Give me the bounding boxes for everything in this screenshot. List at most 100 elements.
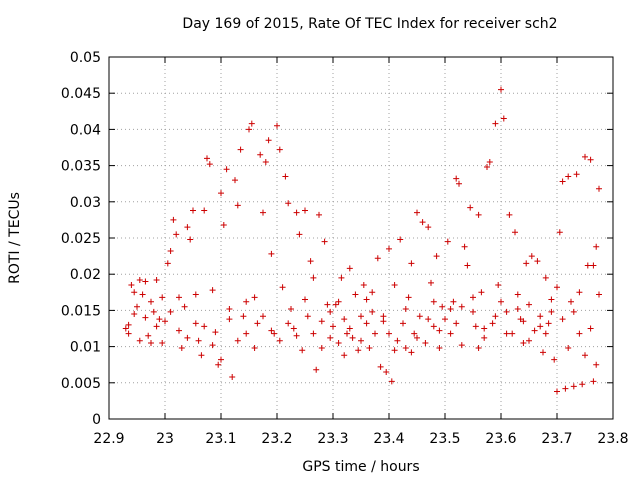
data-point-marker: [318, 318, 325, 325]
y-tick-label: 0.02: [70, 267, 101, 283]
data-point-marker: [268, 250, 275, 257]
data-point-marker: [145, 332, 152, 339]
data-point-marker: [131, 289, 138, 296]
data-point-marker: [467, 204, 474, 211]
data-point-marker: [548, 296, 555, 303]
data-point-marker: [355, 347, 362, 354]
data-point-marker: [136, 337, 143, 344]
data-point-marker: [352, 291, 359, 298]
data-point-marker: [442, 316, 448, 323]
data-point-marker: [582, 153, 588, 160]
y-tick-label: 0: [92, 412, 101, 428]
data-point-marker: [153, 323, 160, 330]
data-point-marker: [556, 229, 563, 236]
data-point-marker: [534, 258, 541, 265]
data-point-marker: [181, 303, 188, 310]
chart-title: Day 169 of 2015, Rate Of TEC Index for r…: [182, 16, 557, 32]
data-point-marker: [296, 231, 303, 238]
data-point-marker: [142, 314, 149, 321]
data-point-marker: [405, 294, 412, 301]
data-point-marker: [478, 289, 485, 296]
data-point-marker: [408, 260, 415, 267]
data-point-marker: [400, 320, 406, 327]
data-point-marker: [475, 345, 482, 352]
data-point-marker: [148, 298, 154, 305]
data-point-marker: [159, 294, 166, 301]
data-point-marker: [582, 352, 588, 359]
data-point-marker: [369, 289, 376, 296]
data-point-marker: [498, 298, 504, 305]
data-point-marker: [187, 236, 194, 243]
data-point-marker: [447, 305, 454, 312]
data-point-marker: [164, 260, 171, 267]
data-point-marker: [170, 216, 177, 223]
data-point-marker: [419, 219, 426, 226]
data-point-marker: [226, 316, 233, 323]
x-tick-label: 23.7: [541, 431, 572, 447]
data-point-marker: [136, 276, 143, 283]
data-point-marker: [584, 262, 591, 269]
data-point-marker: [212, 329, 219, 336]
data-point-marker: [430, 323, 437, 330]
data-point-marker: [201, 323, 208, 330]
data-point-marker: [436, 345, 443, 352]
data-point-marker: [332, 301, 339, 308]
data-point-marker: [178, 345, 185, 352]
data-point-marker: [232, 177, 238, 184]
grid-lines: [109, 57, 613, 419]
x-axis-label: GPS time / hours: [302, 459, 419, 475]
data-point-marker: [411, 330, 418, 337]
data-point-marker: [288, 305, 294, 312]
data-point-marker: [587, 325, 594, 332]
data-point-marker: [327, 334, 334, 341]
data-point-marker: [218, 356, 224, 363]
data-point-marker: [391, 347, 398, 354]
data-point-marker: [338, 274, 345, 281]
data-point-marker: [299, 347, 306, 354]
y-tick-label: 0.015: [61, 303, 101, 319]
data-point-marker: [402, 305, 409, 312]
data-point-marker: [408, 349, 415, 356]
data-point-marker: [554, 388, 560, 395]
data-point-marker: [481, 334, 488, 341]
data-point-marker: [363, 296, 370, 303]
data-point-marker: [554, 284, 560, 291]
data-point-marker: [386, 245, 392, 252]
data-point-marker: [428, 279, 434, 286]
data-point-marker: [358, 337, 364, 344]
data-point-marker: [509, 330, 516, 337]
data-point-marker: [226, 305, 233, 312]
data-point-marker: [593, 361, 600, 368]
data-point-marker: [590, 378, 597, 385]
data-point-marker: [125, 330, 132, 337]
data-point-marker: [243, 298, 250, 305]
data-point-marker: [464, 262, 471, 269]
data-point-marker: [262, 158, 269, 165]
y-tick-label: 0.03: [70, 195, 101, 211]
data-point-marker: [190, 207, 196, 214]
data-point-marker: [458, 342, 465, 349]
data-point-marker: [559, 178, 566, 185]
data-point-marker: [223, 166, 230, 173]
data-point-marker: [537, 323, 544, 330]
data-point-marker: [495, 282, 502, 289]
data-point-marker: [537, 313, 544, 320]
data-point-marker: [380, 318, 387, 325]
data-point-marker: [573, 171, 580, 178]
data-point-marker: [234, 337, 241, 344]
data-point-marker: [128, 282, 135, 289]
data-point-marker: [425, 224, 432, 231]
data-point-marker: [472, 323, 479, 330]
data-point-marker: [439, 303, 446, 310]
data-point-marker: [330, 323, 336, 330]
data-point-marker: [422, 339, 429, 346]
y-tick-label: 0.025: [61, 231, 101, 247]
data-point-marker: [484, 164, 490, 171]
data-point-marker: [416, 313, 423, 320]
data-point-marker: [246, 126, 252, 133]
data-point-marker: [430, 298, 437, 305]
data-point-marker: [520, 318, 527, 325]
data-point-marker: [570, 308, 577, 315]
data-point-marker: [229, 374, 236, 381]
data-point-marker: [559, 316, 566, 323]
